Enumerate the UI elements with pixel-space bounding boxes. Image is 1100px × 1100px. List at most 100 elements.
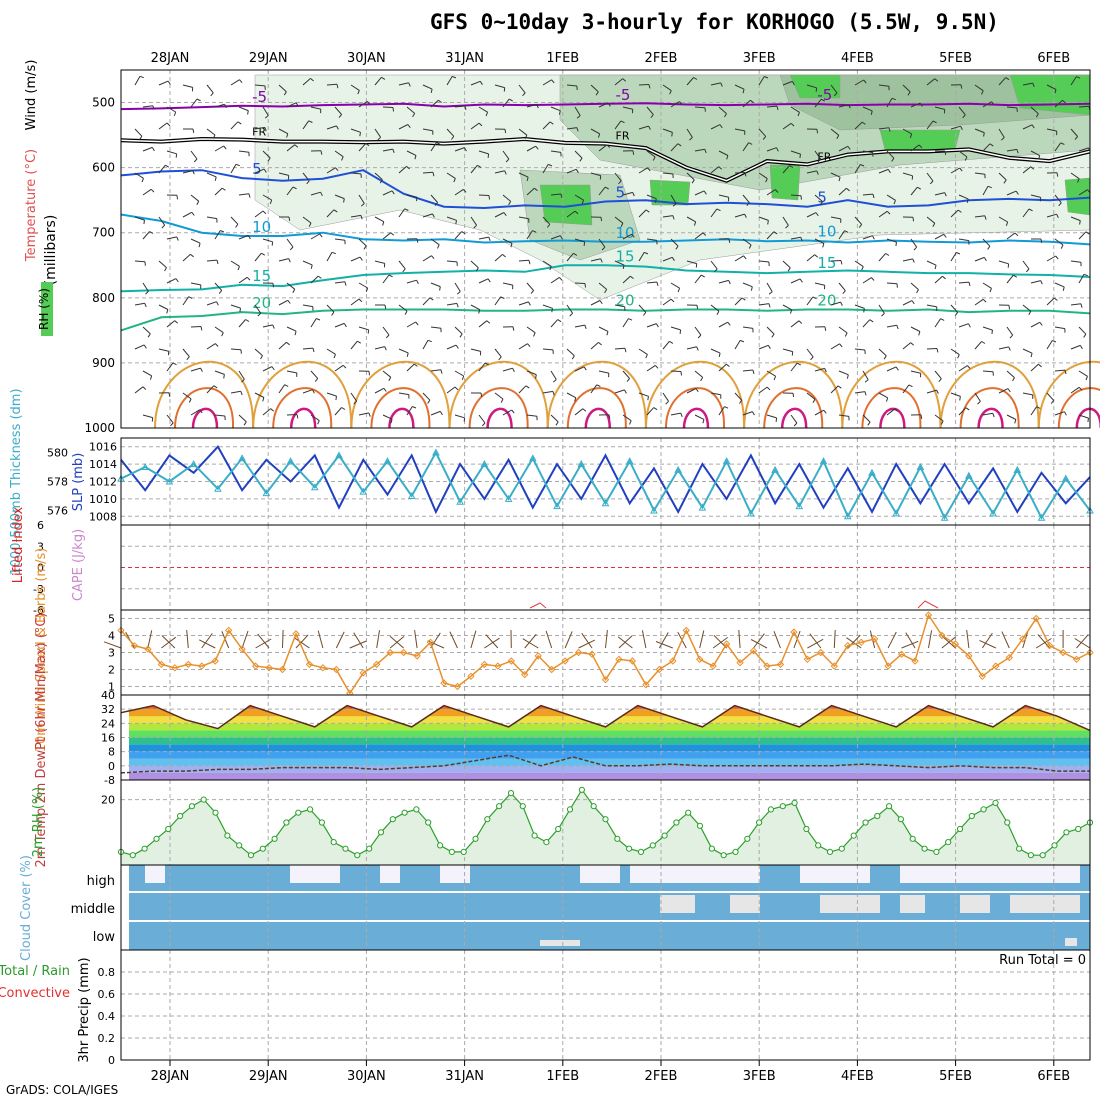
rh-2m-marker [271, 835, 278, 842]
thickness-marker [141, 462, 150, 470]
wind-barb-flag [461, 375, 465, 380]
wind-barb-flag [188, 398, 192, 403]
wind-barb [1070, 128, 1078, 137]
wind-barb [230, 121, 239, 130]
wind-barb [982, 326, 993, 331]
wind-barb [734, 340, 741, 350]
wind-barb-flag [463, 147, 467, 152]
wind-barb [1037, 634, 1051, 649]
cloud-gap [440, 865, 470, 883]
wind-barb-flag [883, 355, 887, 360]
wind-barb-flag [239, 79, 243, 84]
wind-barb [878, 168, 889, 174]
wind-barb [254, 84, 266, 87]
wind-barb-flag [606, 331, 609, 336]
wind-barb [302, 304, 313, 308]
wind-barb [686, 346, 697, 350]
wind-barb [230, 390, 241, 394]
cloud-gap [960, 895, 990, 913]
wind-barb-flag [987, 185, 992, 189]
cape-tick-label: 0 [37, 562, 44, 575]
wind-barb-flag [283, 91, 287, 96]
temp-color-band [129, 723, 1090, 731]
wind-barb [605, 630, 608, 649]
wind-barb [302, 172, 310, 182]
wind-barb-flag [338, 114, 342, 118]
wind-barb [758, 172, 768, 180]
wind-barb [518, 301, 529, 306]
wind-barb-flag [741, 297, 746, 301]
rh-2m-marker [153, 835, 160, 842]
wind-barb-flag [624, 389, 627, 394]
rh-2m-marker [389, 816, 396, 823]
wind-barb [838, 282, 846, 292]
wind-barb-flag [1083, 273, 1088, 277]
wind-barb-flag [744, 172, 747, 177]
cloud-gap [800, 865, 870, 883]
wind-barb [161, 635, 176, 649]
wind-barb [838, 414, 849, 417]
rh-2m-marker [283, 819, 290, 826]
pressure-tick-label: 800 [92, 291, 115, 305]
wind-barb [326, 209, 335, 218]
cloud-gap [1060, 865, 1080, 883]
wind-barb [326, 167, 336, 174]
wind-barb [214, 282, 223, 291]
wind-barb [302, 260, 313, 266]
cloud-axis-label: Cloud Cover (%) [19, 855, 34, 961]
wind-barb [638, 84, 650, 86]
wind-barb-flag [1005, 221, 1009, 226]
wind-barb-flag [385, 334, 390, 339]
wind-barb [398, 348, 409, 354]
wind-barb [278, 341, 287, 350]
wind-barb [278, 172, 289, 176]
wind-barb-flag [629, 275, 634, 280]
wind-tick-label: 5 [108, 613, 115, 626]
wind-barb [134, 76, 141, 86]
wind-barb [734, 84, 745, 90]
wind-speed-marker [951, 640, 960, 648]
wind-barb-flag [166, 309, 169, 314]
wind-barb [190, 367, 201, 372]
wind-barb-flag [488, 195, 490, 200]
wind-barb-flag [1005, 77, 1010, 81]
wind-speed-marker [1072, 655, 1081, 664]
wind-barb [710, 392, 721, 396]
wind-barb [886, 238, 897, 243]
wind-barb [502, 194, 512, 202]
wind-barb-flag [1008, 346, 1011, 351]
rh-2m-marker [732, 848, 739, 856]
wind-barb-flag [453, 178, 456, 183]
wind-barb [103, 641, 122, 649]
day-tick-label-bottom: 1FEB [546, 1069, 579, 1084]
page-title: GFS 0~10day 3-hourly for KORHOGO (5.5W, … [430, 10, 999, 34]
wind-barb [838, 104, 849, 108]
wind-barb-flag [886, 210, 891, 215]
wind-barb [326, 83, 338, 86]
wind-speed-marker [426, 638, 435, 647]
wind-speed-marker [184, 660, 192, 669]
wind-barb-flag [1062, 100, 1066, 104]
wind-barb [201, 633, 213, 649]
rh-shade-region [879, 129, 961, 151]
wind-barb-flag [652, 156, 656, 161]
wind-barb-flag [333, 209, 338, 213]
wind-barb [446, 386, 456, 394]
wind-barb-flag [243, 421, 247, 426]
wind-barb [526, 230, 533, 240]
wind-barb [742, 282, 753, 288]
wind-barb-flag [864, 379, 869, 383]
wind-barb [494, 348, 502, 358]
wind-barb [206, 301, 217, 306]
wind-barb [550, 150, 561, 153]
wind-barb [574, 366, 585, 372]
wind-barb [998, 77, 1007, 86]
wind-barb-flag [966, 198, 969, 203]
wind-barb [294, 637, 310, 649]
temperature-loop [566, 387, 627, 429]
wind-barb-flag [714, 268, 718, 273]
wind-barb [782, 260, 791, 269]
wind-barb [334, 194, 345, 200]
wind-barb-flag [336, 84, 339, 89]
